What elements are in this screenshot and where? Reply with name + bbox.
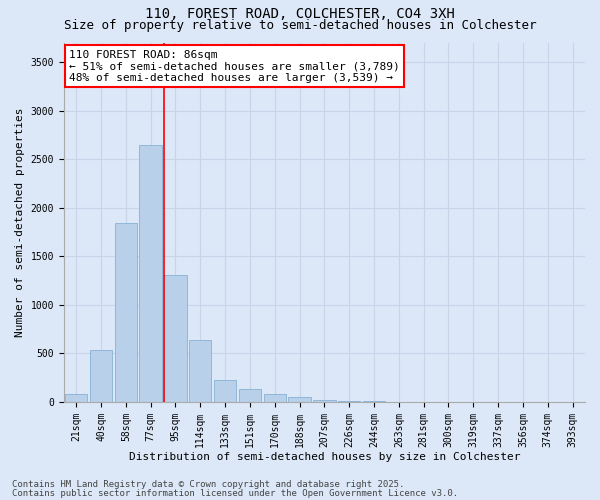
Text: Contains HM Land Registry data © Crown copyright and database right 2025.: Contains HM Land Registry data © Crown c…	[12, 480, 404, 489]
Y-axis label: Number of semi-detached properties: Number of semi-detached properties	[15, 108, 25, 337]
Bar	[189, 340, 211, 402]
Text: Contains public sector information licensed under the Open Government Licence v3: Contains public sector information licen…	[12, 488, 458, 498]
Text: 110 FOREST ROAD: 86sqm
← 51% of semi-detached houses are smaller (3,789)
48% of : 110 FOREST ROAD: 86sqm ← 51% of semi-det…	[69, 50, 400, 83]
Bar	[338, 401, 361, 402]
Bar	[263, 394, 286, 402]
Bar	[164, 274, 187, 402]
Bar	[90, 350, 112, 402]
Text: Size of property relative to semi-detached houses in Colchester: Size of property relative to semi-detach…	[64, 19, 536, 32]
Bar	[214, 380, 236, 402]
Bar	[65, 394, 88, 402]
Bar	[115, 223, 137, 402]
Text: 110, FOREST ROAD, COLCHESTER, CO4 3XH: 110, FOREST ROAD, COLCHESTER, CO4 3XH	[145, 8, 455, 22]
Bar	[313, 400, 335, 402]
Bar	[139, 144, 162, 402]
Bar	[289, 397, 311, 402]
Bar	[239, 390, 261, 402]
X-axis label: Distribution of semi-detached houses by size in Colchester: Distribution of semi-detached houses by …	[128, 452, 520, 462]
